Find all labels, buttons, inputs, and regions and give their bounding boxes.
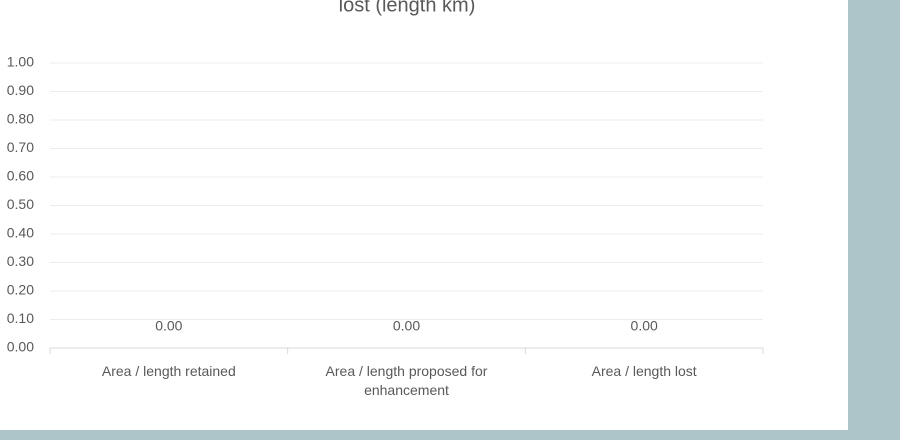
- y-tick-label: 0.50: [7, 196, 34, 212]
- x-tick-label: Area / length lost: [591, 363, 697, 379]
- y-tick-label: 0.90: [7, 82, 34, 98]
- chart-title: lost (length km): [339, 0, 476, 16]
- y-tick-label: 0.60: [7, 168, 34, 184]
- y-tick-label: 1.00: [7, 54, 34, 70]
- y-tick-label: 0.40: [7, 225, 34, 241]
- data-label: 0.00: [393, 318, 420, 334]
- y-tick-label: 0.80: [7, 111, 34, 127]
- y-tick-label: 0.70: [7, 139, 34, 155]
- y-tick-label: 0.20: [7, 282, 34, 298]
- data-label: 0.00: [155, 318, 182, 334]
- x-tick-label: Area / length retained: [101, 363, 236, 379]
- y-tick-label: 0.30: [7, 253, 34, 269]
- x-tick-label: Area / length proposed for enhancement: [325, 363, 488, 398]
- chart: lost (length km) 0.00 0.10 0.20 0.30 0.40 0.5…: [7, 0, 764, 355]
- data-label: 0.00: [631, 318, 658, 334]
- y-tick-label: 0.00: [7, 339, 34, 355]
- y-tick-label: 0.10: [7, 310, 34, 326]
- chart-area: lost (length km) 0.00 0.10 0.20 0.30 0.40 0.5…: [0, 0, 848, 430]
